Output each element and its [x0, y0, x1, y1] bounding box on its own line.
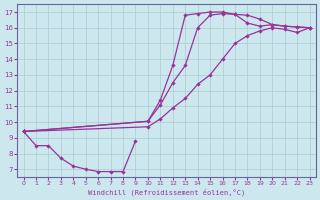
X-axis label: Windchill (Refroidissement éolien,°C): Windchill (Refroidissement éolien,°C) [88, 188, 245, 196]
